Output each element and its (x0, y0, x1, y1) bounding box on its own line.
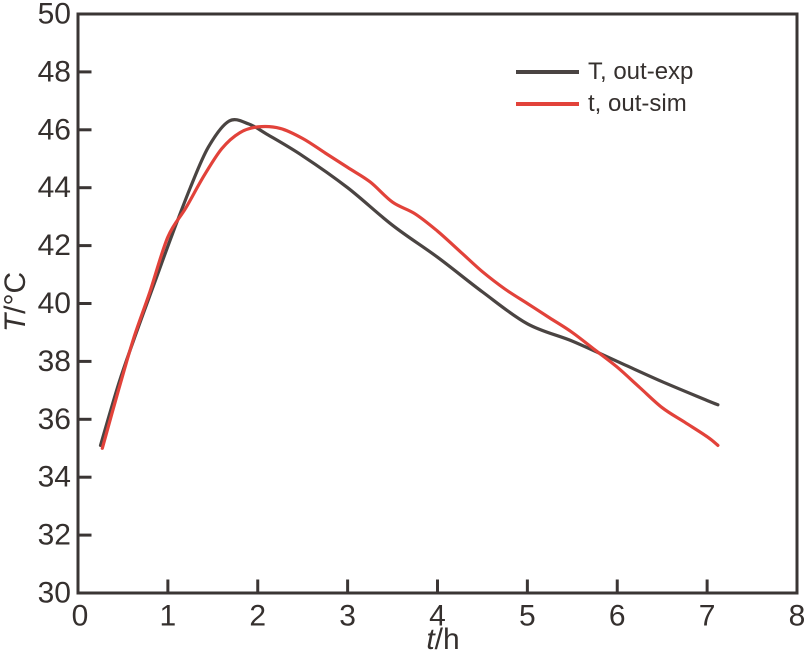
x-axis: 0 1 2 3 4 5 6 7 8 (72, 579, 806, 633)
y-tick-label-34: 34 (38, 461, 71, 494)
x-axis-variable: t (426, 623, 435, 654)
legend-item-out-sim: t, out-sim (516, 88, 693, 120)
plot-frame (76, 12, 799, 595)
y-axis-variable: T (0, 313, 32, 333)
x-axis-title: t/h (426, 625, 459, 654)
legend-line-out-sim (516, 102, 579, 106)
series-line-out-sim (100, 124, 720, 450)
x-tick-label-8: 8 (789, 600, 806, 633)
y-tick-label-48: 48 (38, 55, 71, 88)
y-tick-label-36: 36 (38, 403, 71, 436)
y-axis-unit: /°C (0, 271, 32, 314)
legend-line-out-exp (516, 70, 579, 74)
legend: T, out-exp t, out-sim (516, 56, 693, 120)
y-tick-label-32: 32 (38, 519, 71, 552)
y-tick-label-44: 44 (38, 171, 71, 204)
y-axis-title: T/°C (0, 271, 32, 333)
y-tick-label-42: 42 (38, 229, 71, 262)
legend-label-out-exp: T, out-exp (588, 58, 694, 85)
legend-label-out-sim: t, out-sim (588, 90, 687, 117)
x-tick-label-0: 0 (72, 600, 89, 633)
series-line-out-exp (98, 118, 720, 447)
x-tick-label-3: 3 (339, 600, 356, 633)
y-tick-label-40: 40 (38, 287, 71, 320)
y-tick-label-50: 50 (38, 0, 71, 31)
y-axis: 30 32 34 36 38 40 42 44 46 48 50 (38, 0, 92, 610)
legend-item-out-exp: T, out-exp (516, 56, 693, 88)
x-axis-unit: /h (434, 623, 460, 654)
y-tick-label-38: 38 (38, 345, 71, 378)
x-tick-label-4: 4 (429, 600, 446, 633)
y-tick-label-30: 30 (38, 577, 71, 610)
x-tick-label-1: 1 (160, 600, 177, 633)
y-tick-label-46: 46 (38, 113, 71, 146)
x-tick-label-7: 7 (699, 600, 716, 633)
x-tick-label-6: 6 (609, 600, 626, 633)
x-tick-label-5: 5 (519, 600, 536, 633)
x-tick-label-2: 2 (249, 600, 266, 633)
